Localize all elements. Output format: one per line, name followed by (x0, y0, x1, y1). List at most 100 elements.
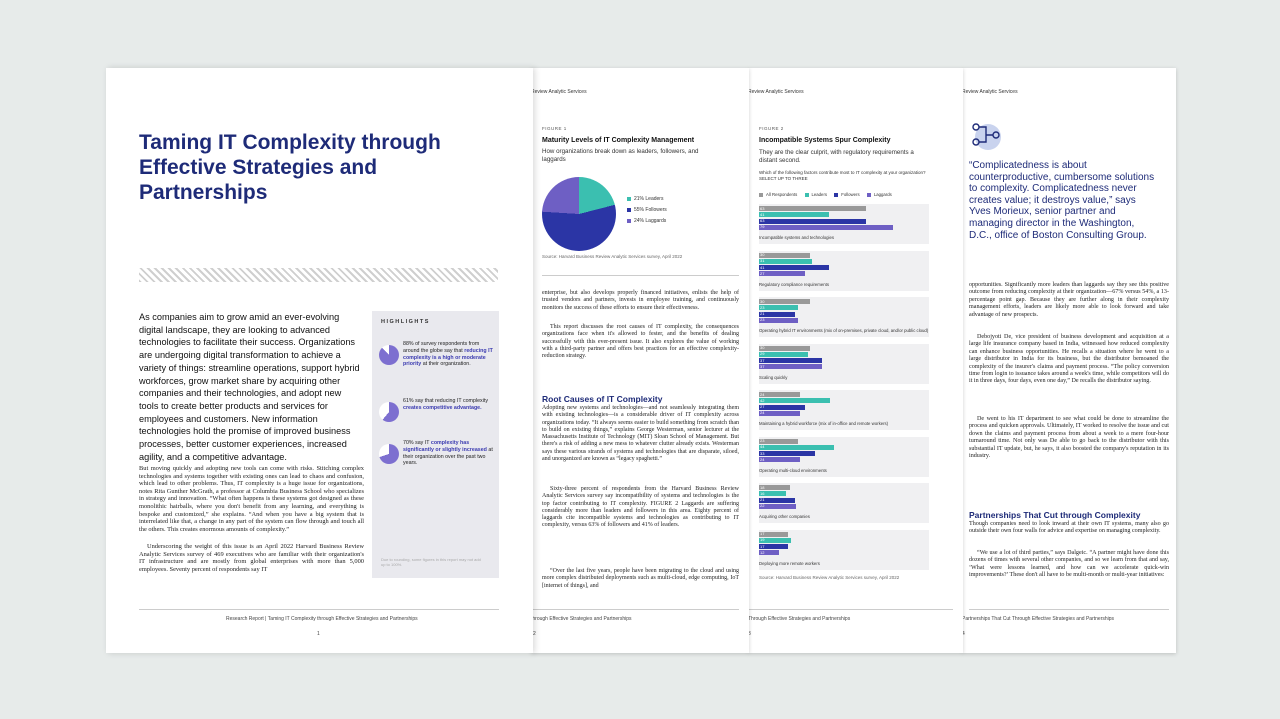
category-label: Operating hybrid IT environments (mix of… (759, 328, 929, 333)
bar (759, 206, 867, 211)
bar (759, 258, 812, 264)
page-footer: Through Effective Strategies and Partner… (748, 616, 851, 622)
highlights-footnote: Due to rounding, some figures in this re… (381, 557, 481, 567)
bar (759, 252, 810, 258)
hatch-divider (139, 268, 498, 282)
body-paragraph: “We use a lot of third parties,” says Da… (969, 550, 1169, 579)
body-paragraph: “Over the last five years, people have b… (542, 568, 739, 589)
figure-label: FIGURE 2 (759, 126, 784, 131)
legend-swatch (804, 192, 809, 197)
legend-item: 21% Leaders (627, 196, 663, 202)
bar-value-label: 30 (760, 345, 765, 350)
network-icon (972, 123, 1001, 150)
bar (759, 404, 805, 410)
bar-value-label: 29 (760, 351, 765, 357)
page-footer: Partnerships That Cut Through Effective … (962, 616, 1115, 622)
bar-value-label: 12 (760, 549, 765, 555)
category-label: Regulatory compliance requirements (759, 281, 829, 287)
page-title: Taming IT Complexity through Effective S… (139, 131, 441, 204)
bar (759, 550, 780, 556)
page-number: 3 (748, 631, 751, 637)
bar (759, 531, 788, 537)
bar-value-label: 27 (760, 270, 765, 276)
legend-label: All Respondents (766, 192, 798, 197)
bar (759, 398, 831, 404)
bar-group: 30 31 41 27 (759, 250, 929, 291)
bar (759, 364, 822, 370)
highlight-text: 88% of survey respondents from around th… (403, 341, 493, 368)
bar (759, 410, 800, 416)
bar (759, 544, 788, 550)
bar-value-label: 21 (760, 311, 765, 317)
legend-swatch (627, 218, 631, 223)
bar (759, 485, 790, 490)
section-heading: Root Causes of IT Complexity (542, 394, 663, 404)
bar-group: 30 29 37 37 (759, 343, 929, 384)
body-paragraph: This report discusses the root causes of… (542, 324, 739, 360)
highlight-pie-icon (379, 444, 399, 464)
highlight-item: 70% say IT complexity has significantly … (379, 440, 494, 480)
chart-legend: All Respondents Leaders Followers Laggar… (759, 192, 892, 197)
page-header: Review Analytic Services (531, 89, 587, 95)
bar-value-label: 41 (760, 264, 765, 270)
survey-question: Which of the following factors contribut… (759, 170, 926, 181)
bar (759, 345, 810, 351)
body-paragraph: Sixty-three percent of respondents from … (542, 486, 739, 529)
bar-value-label: 24 (760, 391, 765, 397)
lead-paragraph: As companies aim to grow amid an ever-ev… (139, 312, 360, 462)
pull-quote: “Complicatedness is about counterproduct… (969, 160, 1155, 241)
bar-value-label: 41 (760, 211, 765, 217)
bar (759, 212, 829, 218)
bar-value-label: 23 (760, 438, 765, 443)
bar-value-label: 79 (760, 224, 765, 230)
body-paragraph: enterprise, but also develops properly f… (542, 290, 739, 311)
page-number: 4 (962, 631, 965, 637)
page-number: 2 (533, 631, 536, 637)
legend-swatch (627, 207, 631, 212)
report-page-3: Review Analytic Services FIGURE 2 Incomp… (748, 68, 963, 653)
legend-label: Laggards (873, 192, 892, 197)
legend-label: 55% Followers (634, 207, 667, 213)
bar (759, 457, 800, 463)
bar-value-label: 63 (760, 218, 765, 224)
section-heading: Partnerships That Cut through Complexity (969, 510, 1141, 520)
body-paragraph: opportunities. Significantly more leader… (969, 282, 1169, 318)
bar (759, 491, 787, 497)
figure-title: Maturity Levels of IT Complexity Managem… (542, 137, 695, 144)
legend-label: Followers (841, 192, 860, 197)
bar-group: 30 23 21 23 (759, 297, 929, 337)
bar (759, 305, 799, 311)
bar (759, 451, 816, 457)
body-paragraph: Debojyoti De, vice president of business… (969, 334, 1169, 385)
bar-value-label: 23 (760, 304, 765, 310)
bar-value-label: 42 (760, 397, 765, 403)
bar (759, 358, 822, 364)
legend-item: 24% Laggards (627, 218, 666, 224)
highlight-text: 61% say that reducing IT complexity crea… (403, 398, 488, 411)
bar (759, 299, 810, 304)
legend-swatch (759, 192, 763, 197)
legend-swatch (627, 196, 631, 201)
bar-value-label: 33 (760, 450, 765, 456)
bar-value-label: 19 (760, 537, 765, 543)
bar-value-label: 37 (760, 357, 765, 363)
bar (759, 444, 834, 450)
bar-value-label: 37 (760, 363, 765, 369)
bar-value-label: 30 (760, 252, 765, 257)
bar-value-label: 63 (760, 205, 765, 211)
legend-label: Leaders (811, 192, 828, 197)
bar-value-label: 24 (760, 456, 765, 462)
legend-label: 21% Leaders (634, 196, 664, 202)
category-label: Incompatible systems and technologies (759, 235, 834, 240)
legend-item: 55% Followers (627, 207, 667, 213)
figure-label: FIGURE 1 (542, 126, 567, 131)
page-header: Review Analytic Services (748, 89, 804, 95)
category-label: Deploying more remote workers (759, 560, 820, 566)
report-page-1: Taming IT Complexity through Effective S… (106, 68, 533, 653)
bar (759, 503, 797, 509)
body-paragraph: De went to his IT department to see what… (969, 416, 1169, 460)
page-number: 1 (317, 631, 320, 637)
bar-value-label: 16 (760, 490, 765, 496)
page-footer: through Effective Strategies and Partner… (531, 616, 632, 622)
page-header: Review Analytic Services (962, 89, 1018, 95)
